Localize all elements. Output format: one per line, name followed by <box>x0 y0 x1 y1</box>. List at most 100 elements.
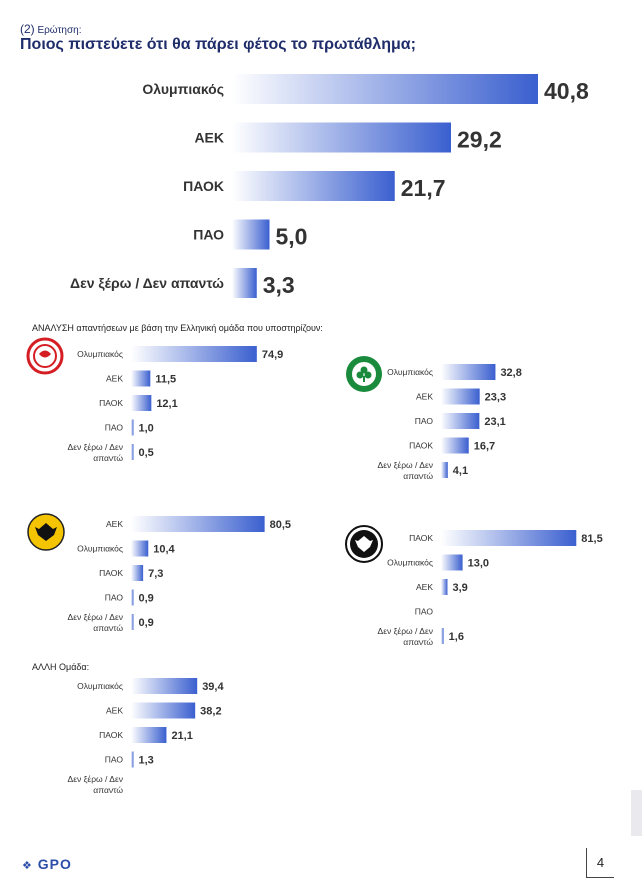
paok-fans-category-label: ΑΕΚ <box>416 582 433 592</box>
olympiacos-fans-category-label: Δεν ξέρω / Δεν απαντώ <box>68 442 124 463</box>
paok-fans-bar <box>441 579 448 595</box>
olympiacos-fans-bar <box>131 370 151 387</box>
aek-logo <box>27 513 65 551</box>
aek-fans-category-label: Δεν ξέρω / Δεν απαντώ <box>68 612 124 633</box>
olympiacos-fans-bar <box>131 419 134 436</box>
pao-fans-bar <box>441 462 448 478</box>
pao-fans-value-label: 4,1 <box>453 465 468 477</box>
other-team-fans-value-label: 21,1 <box>171 730 192 742</box>
aek-fans-category-label: ΠΑΟΚ <box>99 568 123 578</box>
other-team-fans-chart: Ολυμπιακός 39,4 ΑΕΚ 38,2 ΠΑΟΚ 21,1 ΠΑΟ 1,3 Δεν ξ… <box>68 678 224 795</box>
other-team-fans-bar <box>131 727 167 743</box>
paok-fans-category-label: ΠΑΟ <box>415 607 434 617</box>
paok-fans-value-label: 13,0 <box>468 558 489 570</box>
main-bar <box>232 74 538 104</box>
main-bar <box>232 268 257 298</box>
aek-fans-value-label: 0,9 <box>139 593 154 605</box>
pao-fans-category-label: ΑΕΚ <box>416 392 433 402</box>
aek-fans-chart: ΑΕΚ 80,5 Ολυμπιακός 10,4 ΠΑΟΚ 7,3 ΠΑΟ 0,9 Δεν ξέ… <box>68 516 291 633</box>
olympiacos-fans-category-label: ΠΑΟ <box>105 423 124 433</box>
main-value-label: 40,8 <box>544 78 589 104</box>
paok-logo <box>345 525 383 563</box>
olympiacos-fans-bar <box>131 395 152 411</box>
aek-fans-bar <box>131 540 149 557</box>
pao-fans-category-label: ΠΑΟΚ <box>409 441 433 451</box>
paok-fans-category-label: Δεν ξέρω / Δεν απαντώ <box>378 626 434 647</box>
page-number: 4 <box>586 848 614 878</box>
question-number: (2) Ερώτηση: <box>20 22 82 36</box>
pao-fans-category-label: Δεν ξέρω / Δεν απαντώ <box>378 460 434 481</box>
main-category-label: Ολυμπιακός <box>142 81 224 97</box>
olympiacos-fans-category-label: ΠΑΟΚ <box>99 398 123 408</box>
aek-fans-bar <box>131 565 144 581</box>
aek-fans-value-label: 10,4 <box>153 544 175 556</box>
pao-fans-bar <box>441 364 496 380</box>
paok-fans-value-label: 3,9 <box>452 582 467 594</box>
paok-fans-category-label: ΠΑΟΚ <box>409 533 433 543</box>
main-bar-chart: Ολυμπιακός 40,8 ΑΕΚ 29,2 ΠΑΟΚ 21,7 ΠΑΟ 5,0 Δεν ξ… <box>70 74 589 298</box>
brand-mark-icon: ❖ <box>22 860 33 872</box>
main-bar <box>232 171 395 201</box>
pao-fans-category-label: ΠΑΟ <box>415 416 434 426</box>
aek-fans-value-label: 80,5 <box>270 519 291 531</box>
main-value-label: 21,7 <box>401 175 446 201</box>
other-team-fans-value-label: 38,2 <box>200 706 221 718</box>
pao-fans-bar <box>441 388 480 405</box>
main-value-label: 29,2 <box>457 127 502 153</box>
other-team-fans-category-label: ΠΑΟ <box>105 755 124 765</box>
other-team-fans-bar <box>131 678 198 694</box>
panathinaikos-logo <box>346 356 382 392</box>
aek-fans-value-label: 0,9 <box>139 617 154 629</box>
analysis-label: ΑΝΑΛΥΣΗ απαντήσεων με βάση την Ελληνική … <box>32 323 323 333</box>
other-team-label: ΑΛΛΗ Ομάδα: <box>32 662 90 672</box>
paok-fans-value-label: 1,6 <box>449 631 464 643</box>
other-team-fans-bar <box>131 702 196 719</box>
olympiacos-fans-bar <box>131 346 257 362</box>
olympiacos-fans-category-label: Ολυμπιακός <box>77 349 123 359</box>
pao-fans-category-label: Ολυμπιακός <box>387 367 433 377</box>
other-team-fans-value-label: 1,3 <box>139 755 154 767</box>
aek-fans-category-label: ΑΕΚ <box>106 519 123 529</box>
pao-fans-bar <box>441 437 469 454</box>
question-prefix: Ερώτηση: <box>37 25 82 36</box>
olympiacos-fans-value-label: 12,1 <box>156 398 177 410</box>
aek-fans-bar <box>131 614 134 630</box>
olympiacos-fans-value-label: 74,9 <box>262 349 283 361</box>
pao-fans-value-label: 23,1 <box>484 416 505 428</box>
aek-fans-value-label: 7,3 <box>148 568 163 580</box>
olympiacos-fans-value-label: 11,5 <box>155 374 176 386</box>
other-team-fans-bar <box>131 751 134 768</box>
other-team-fans-value-label: 39,4 <box>202 681 224 693</box>
main-value-label: 3,3 <box>263 272 295 298</box>
pao-fans-value-label: 32,8 <box>500 367 521 379</box>
side-tab <box>631 790 642 836</box>
other-team-fans-category-label: ΑΕΚ <box>106 706 123 716</box>
main-value-label: 5,0 <box>276 224 308 250</box>
paok-fans-bar <box>441 628 444 644</box>
aek-fans-category-label: Ολυμπιακός <box>77 544 123 554</box>
page-title: Ποιος πιστεύετε ότι θα πάρει φέτος το πρ… <box>20 36 416 53</box>
main-bar <box>232 122 451 153</box>
pao-fans-bar <box>441 413 480 429</box>
main-category-label: ΠΑΟΚ <box>183 178 224 194</box>
main-category-label: Δεν ξέρω / Δεν απαντώ <box>70 275 224 291</box>
pao-fans-value-label: 16,7 <box>474 441 495 453</box>
main-category-label: ΑΕΚ <box>194 130 224 146</box>
paok-fans-value-label: 81,5 <box>581 533 602 545</box>
paok-fans-category-label: Ολυμπιακός <box>387 558 433 568</box>
main-category-label: ΠΑΟ <box>193 227 224 243</box>
aek-fans-category-label: ΠΑΟ <box>105 593 124 603</box>
brand-name: GPO <box>37 856 72 872</box>
question-index: (2) <box>20 22 35 36</box>
paok-fans-bar <box>441 530 577 546</box>
main-bar <box>232 219 270 250</box>
aek-fans-bar <box>131 516 265 532</box>
olympiacos-logo <box>26 337 64 375</box>
other-team-fans-category-label: Δεν ξέρω / Δεν απαντώ <box>68 774 124 795</box>
olympiacos-fans-value-label: 0,5 <box>139 447 154 459</box>
olympiacos-fans-chart: Ολυμπιακός 74,9 ΑΕΚ 11,5 ΠΑΟΚ 12,1 ΠΑΟ 1,0 Δεν ξ… <box>68 346 283 463</box>
pao-fans-chart: Ολυμπιακός 32,8 ΑΕΚ 23,3 ΠΑΟ 23,1 ΠΑΟΚ 16,7 Δεν … <box>378 364 522 481</box>
paok-fans-bar <box>441 554 463 571</box>
paok-fans-chart: ΠΑΟΚ 81,5 Ολυμπιακός 13,0 ΑΕΚ 3,9 ΠΑΟ Δεν ξέρω … <box>378 530 603 647</box>
pao-fans-value-label: 23,3 <box>485 392 506 404</box>
